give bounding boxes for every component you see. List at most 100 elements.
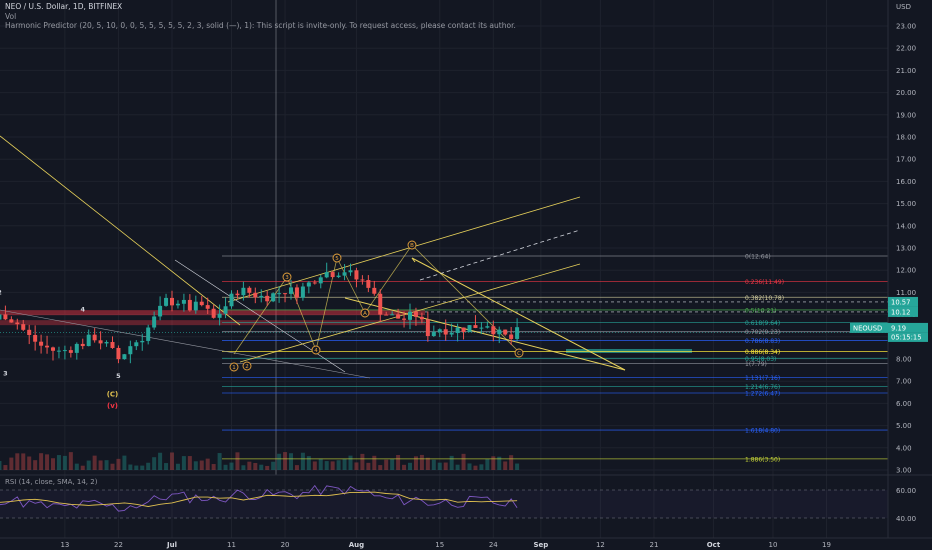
price-tick: 5.00 <box>896 422 912 430</box>
volume-bar <box>384 459 389 470</box>
volume-bar <box>199 460 204 470</box>
harmonic-point <box>242 361 252 371</box>
rsi-band <box>0 490 888 518</box>
time-axis[interactable]: 13 22 Jul 11 20 Aug 15 24 Sep 12 21 Oct 10 19 <box>0 537 932 549</box>
volume-bar <box>360 453 365 470</box>
candle-body <box>116 347 121 360</box>
candle-body <box>158 305 163 317</box>
trend-drawings <box>0 135 626 379</box>
candle-body <box>92 334 97 341</box>
candle-body <box>27 329 32 336</box>
candle-body <box>348 270 353 273</box>
price-tag-bg <box>888 332 928 342</box>
candle-body <box>312 282 317 284</box>
fib-label: 0(12.64) <box>745 253 771 260</box>
candle-body <box>330 272 335 278</box>
price-tick: 18.00 <box>896 134 916 142</box>
price-tag-text: 10.12 <box>891 308 910 316</box>
harmonic-label: 2 <box>245 364 249 370</box>
fib-label: 0.786(8.83) <box>745 338 780 345</box>
time-tick: 24 <box>489 541 498 549</box>
candle-body <box>443 329 448 335</box>
price-tick: 22.00 <box>896 45 916 53</box>
candle-body <box>461 327 466 332</box>
candle-body <box>68 350 73 353</box>
candle-body <box>134 342 139 347</box>
candle-body <box>342 272 347 276</box>
price-tag: 10.12 <box>888 306 918 317</box>
volume-bar <box>62 455 67 470</box>
candle-body <box>503 329 508 335</box>
volume-bar <box>348 455 353 470</box>
volume-bar <box>98 460 103 470</box>
price-tag-bg <box>888 322 928 333</box>
candle-body <box>294 287 299 298</box>
volume-bar <box>455 464 460 470</box>
price-tick: 6.00 <box>896 400 912 408</box>
price-tag-text: 05:15:15 <box>891 333 922 341</box>
vol-indicator-label[interactable]: Vol <box>5 12 17 21</box>
candle-body <box>205 305 210 309</box>
volume-bar <box>283 452 288 470</box>
volume-bar <box>146 462 151 470</box>
candle-body <box>318 277 323 284</box>
candle-body <box>223 306 228 314</box>
rsi-pane: RSI (14, close, SMA, 14, 2) 60.00 40.00 <box>0 474 932 523</box>
candle-body <box>449 333 454 335</box>
wave-label: 5 <box>116 372 121 380</box>
price-tick: 3.00 <box>896 467 912 475</box>
volume-bar <box>134 465 139 470</box>
candle-body <box>283 293 288 295</box>
volume-bar <box>68 452 73 470</box>
candle-body <box>431 331 436 337</box>
harmonic-indicator-label[interactable]: Harmonic Predictor (20, 5, 10, 0, 0, 5, … <box>5 21 516 30</box>
symbol-title[interactable]: NEO / U.S. Dollar, 1D, BITFINEX <box>5 2 123 11</box>
candle-body <box>39 341 44 346</box>
currency-label: USD <box>896 3 911 11</box>
rsi-label: RSI (14, close, SMA, 14, 2) <box>5 478 98 486</box>
candle-body <box>104 342 109 344</box>
price-tag-bg <box>888 296 918 307</box>
candle-body <box>164 297 169 306</box>
candle-body <box>0 314 2 320</box>
volume-bar <box>378 465 383 470</box>
candle-body <box>170 297 174 306</box>
volume-bar <box>74 463 79 470</box>
candle-body <box>181 299 186 304</box>
volume-bar <box>128 464 133 470</box>
volume-bar <box>294 465 299 470</box>
candle-body <box>152 316 157 328</box>
harmonic-label: C <box>517 351 521 357</box>
candle-body <box>473 325 478 328</box>
price-tag-text: 9.19 <box>891 324 906 332</box>
candle-body <box>45 345 50 348</box>
candle-body <box>396 314 401 319</box>
volume-bar <box>443 462 448 470</box>
candle-body <box>306 282 311 287</box>
price-tick: 13.00 <box>896 245 916 253</box>
volume-bar <box>229 462 234 470</box>
price-tick: 16.00 <box>896 178 916 186</box>
time-tick: 19 <box>822 541 831 549</box>
candle-body <box>187 299 192 311</box>
harmonic-point <box>311 345 321 355</box>
volume-bar <box>503 461 508 470</box>
volume-bar <box>122 455 127 470</box>
volume-bar <box>3 465 8 470</box>
candle-body <box>366 280 371 288</box>
wave-label: 3 <box>3 370 8 378</box>
harmonic-point <box>282 272 292 282</box>
volume-bar <box>193 461 198 470</box>
price-axis[interactable]: USD 23.00 22.00 21.00 20.00 19.00 18.00 17.00 16… <box>850 0 928 538</box>
volume-bar <box>408 462 412 470</box>
candle-body <box>455 327 460 334</box>
candle-body <box>413 311 418 317</box>
volume-bar <box>437 462 442 470</box>
candle-body <box>289 287 293 294</box>
volume-bar <box>116 458 121 470</box>
volume-bar <box>21 453 26 470</box>
volume-bar <box>56 455 61 470</box>
candle-body <box>33 335 38 342</box>
